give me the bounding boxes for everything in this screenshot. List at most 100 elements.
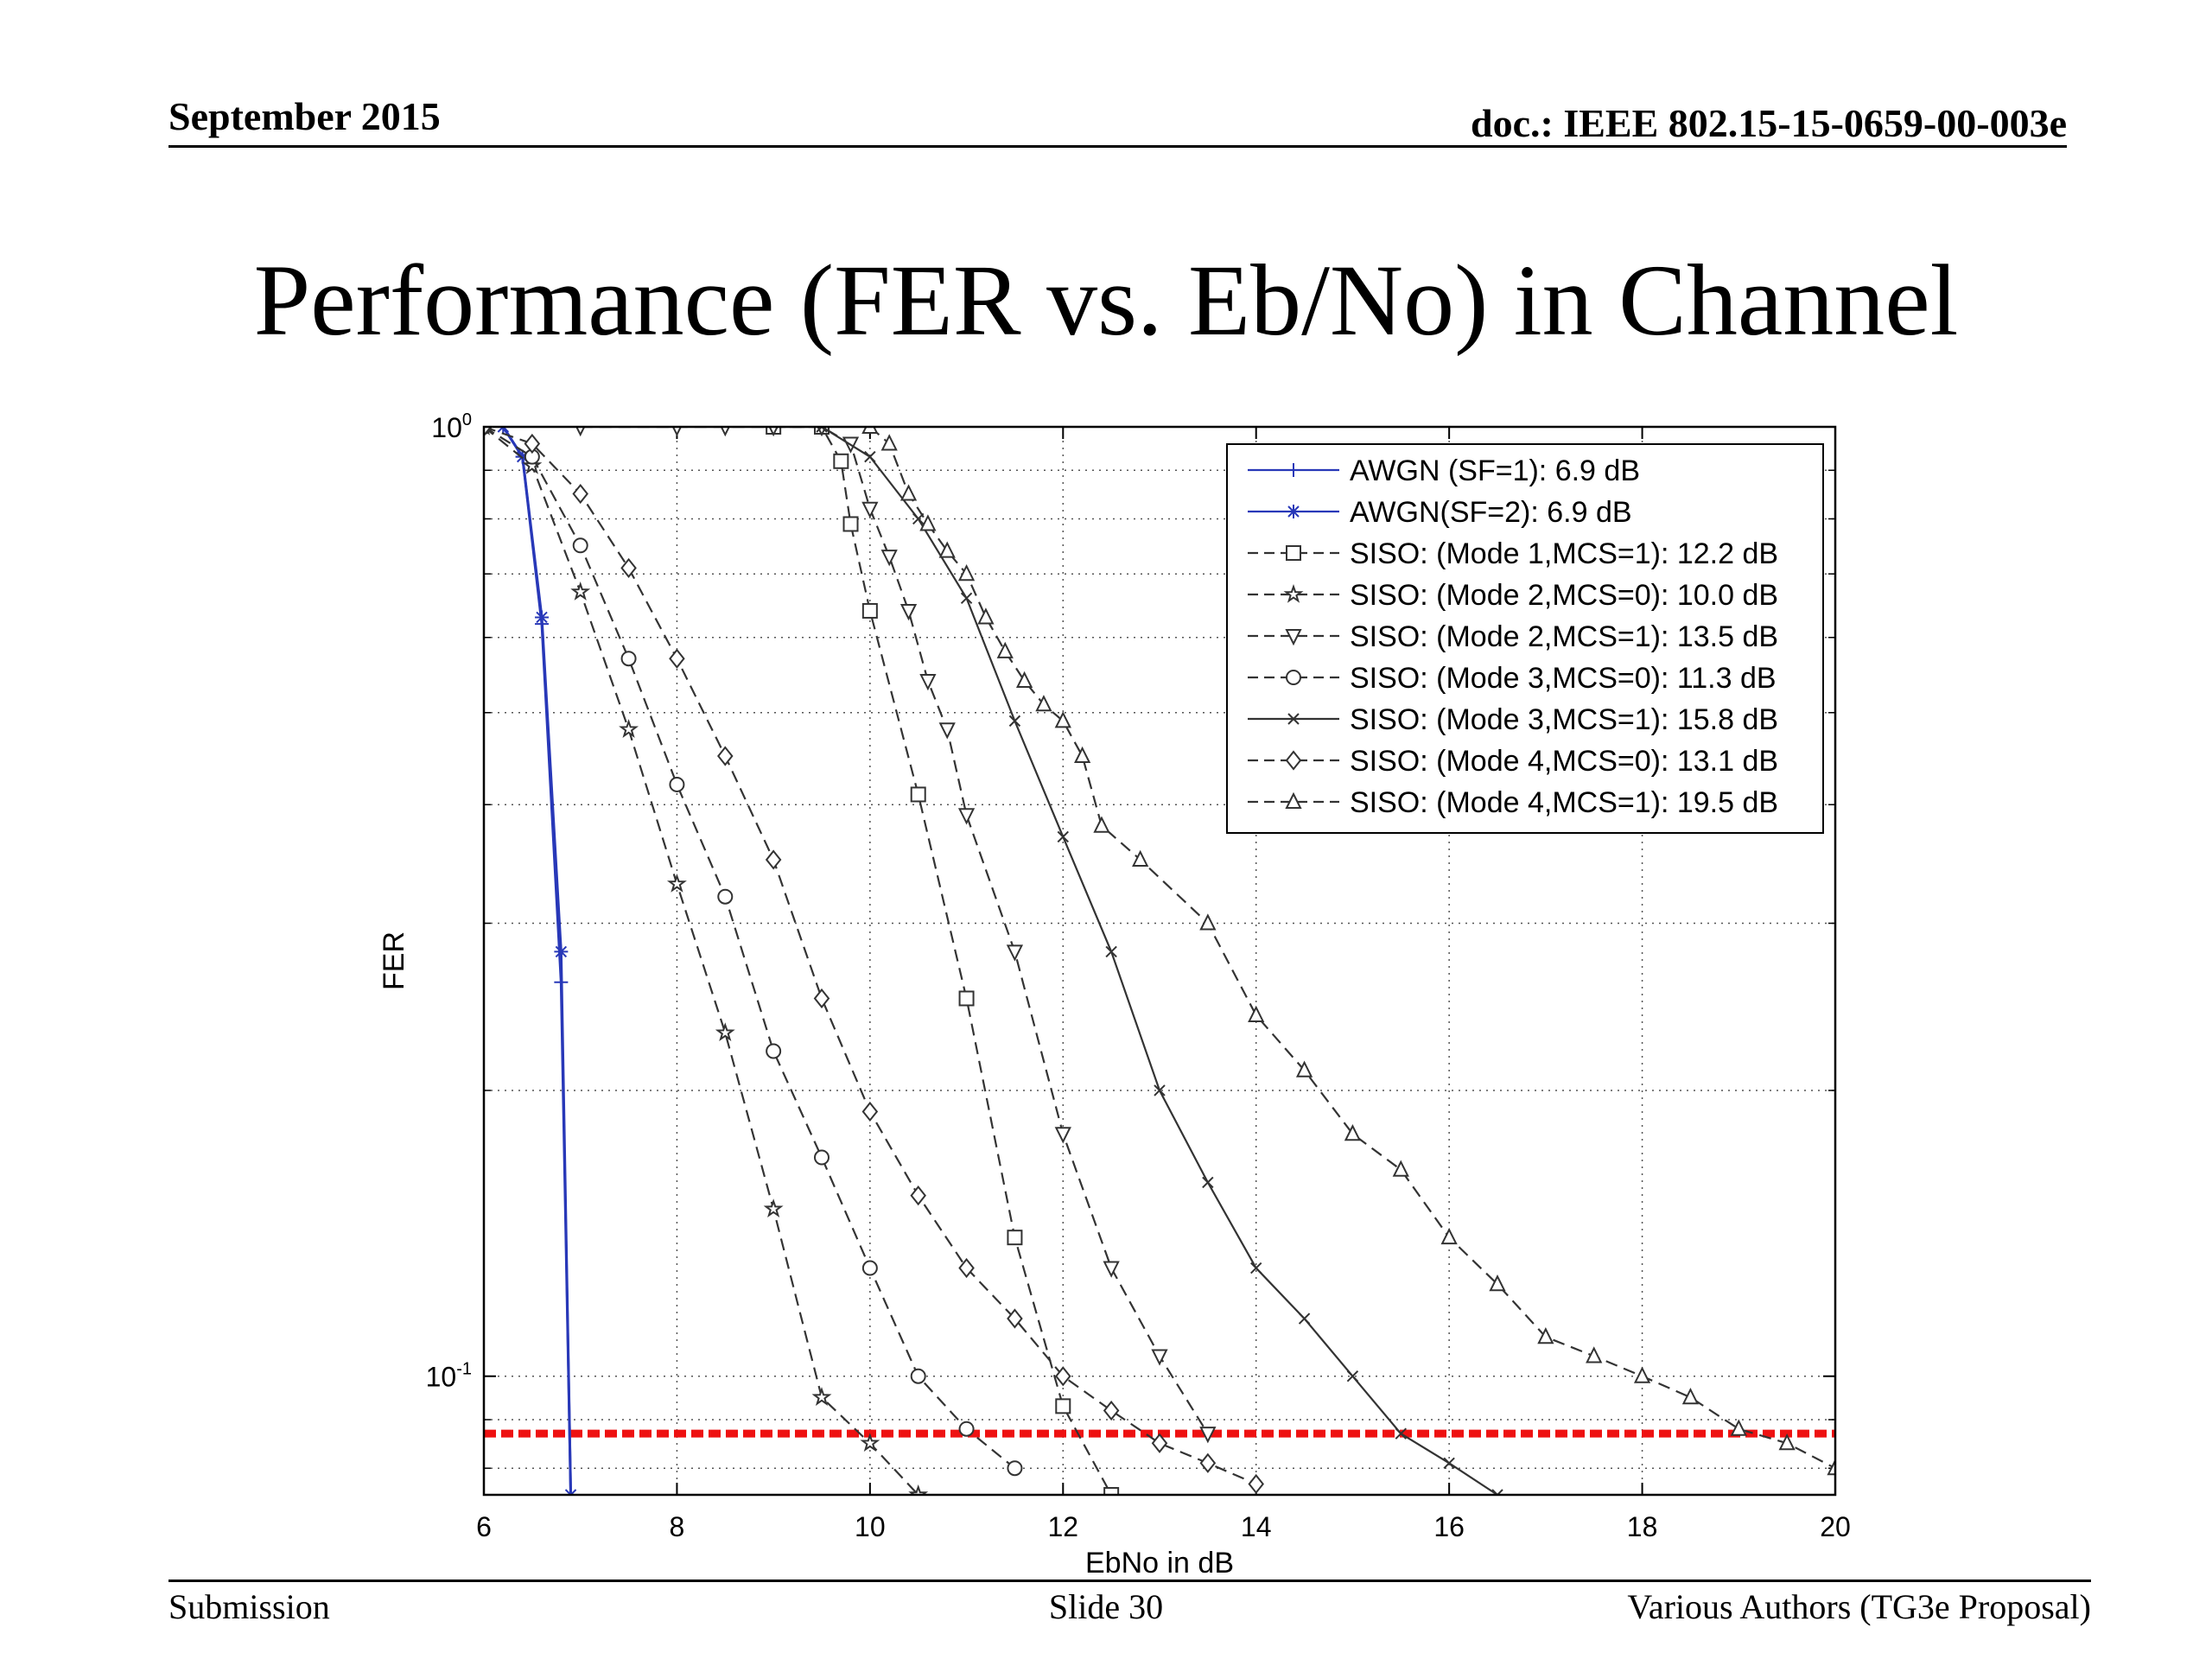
legend-marker: [1285, 750, 1302, 771]
x-tick-label: 10: [855, 1511, 886, 1542]
series-3-point: [833, 453, 849, 469]
series-2-point: [554, 944, 569, 959]
footer-rule: [168, 1580, 2091, 1582]
series-9-point: [1440, 1227, 1458, 1245]
x-tick-label: 16: [1433, 1511, 1465, 1542]
series-9-point: [1015, 671, 1033, 689]
series-5-point: [899, 603, 918, 621]
series-8-point: [717, 746, 734, 766]
series-8: [484, 427, 1264, 1495]
series-5-point: [957, 808, 976, 825]
series-7-point: [1008, 715, 1021, 728]
series-6-point: [669, 776, 685, 792]
series-5-point: [1054, 1127, 1071, 1144]
series-6-point: [861, 1260, 878, 1276]
series-3-point: [1007, 1230, 1023, 1246]
y-tick-label: 10-1: [426, 1360, 472, 1393]
series-5-point: [919, 674, 937, 691]
series-9-point: [1827, 1458, 1835, 1476]
series-9-point: [1054, 711, 1071, 728]
legend-label: AWGN (SF=1): 6.9 dB: [1350, 454, 1640, 487]
series-6-point: [1007, 1460, 1023, 1477]
series-8-point: [1248, 1473, 1264, 1495]
x-tick-label: 18: [1627, 1511, 1658, 1542]
series-9-point: [1093, 816, 1110, 833]
footer-authors: Various Authors (TG3e Proposal): [1627, 1587, 2091, 1626]
series-4-point: [908, 1484, 929, 1495]
header-rule: [168, 145, 2067, 148]
series-7-point: [816, 427, 828, 433]
series-8-point: [1055, 1366, 1071, 1387]
series-7: [816, 427, 1503, 1495]
legend-label: SISO: (Mode 2,MCS=0): 10.0 dB: [1350, 579, 1778, 612]
series-8-point: [958, 1257, 975, 1279]
series-7-point: [864, 450, 876, 463]
series-9-line: [869, 427, 1835, 1470]
series-8-point: [1103, 1400, 1120, 1421]
legend-marker: [1285, 629, 1302, 646]
legend-label: SISO: (Mode 2,MCS=1): 13.5 dB: [1350, 620, 1778, 653]
series-8-point: [669, 648, 685, 669]
x-tick-label: 8: [670, 1511, 685, 1542]
series-4-line: [484, 427, 919, 1495]
legend-marker: [1286, 670, 1301, 685]
series-6-line: [484, 427, 1016, 1470]
series-8-point: [1151, 1433, 1168, 1453]
series-4-point: [570, 582, 591, 601]
footer-left: Submission: [168, 1587, 330, 1626]
series-9-point: [996, 641, 1014, 658]
series-8-point: [572, 483, 588, 505]
series-9-point: [957, 563, 976, 582]
series-4-point: [666, 873, 687, 893]
series-7-point: [1443, 1457, 1455, 1469]
series-9-point: [1035, 695, 1052, 712]
x-tick-label: 12: [1047, 1511, 1078, 1542]
legend-label: AWGN(SF=2): 6.9 dB: [1350, 496, 1632, 529]
series-3-line: [773, 427, 1113, 1495]
series-7-point: [960, 592, 973, 604]
series-9-point: [1681, 1387, 1700, 1405]
series-4-point: [811, 1387, 832, 1406]
series-3-point: [842, 516, 859, 532]
series-6-point: [814, 1149, 830, 1166]
legend-label: SISO: (Mode 4,MCS=0): 13.1 dB: [1350, 745, 1778, 778]
plot-frame: [482, 425, 1837, 1497]
series-9-point: [938, 541, 956, 558]
series-9-point: [1633, 1366, 1651, 1383]
series-6-point: [620, 651, 637, 667]
series-7-point: [1250, 1262, 1262, 1274]
series-6: [484, 427, 1023, 1477]
legend-marker: [1286, 545, 1301, 561]
series-3-point: [910, 786, 926, 803]
header-doc-id: doc.: IEEE 802.15-15-0659-00-003e: [1471, 101, 2067, 145]
series-8-point: [765, 849, 782, 870]
legend-marker: [1287, 463, 1300, 477]
series-4-point: [522, 454, 543, 474]
series-3-point: [1103, 1487, 1120, 1495]
series-3-point: [958, 990, 975, 1007]
series-7-point: [1057, 830, 1069, 843]
series-7-point: [1395, 1427, 1407, 1440]
legend-label: SISO: (Mode 1,MCS=1): 12.2 dB: [1350, 537, 1778, 570]
x-tick-label: 20: [1820, 1511, 1851, 1542]
series-3-point: [1055, 1398, 1071, 1414]
series-9-point: [1074, 746, 1091, 764]
legend-marker: [1283, 583, 1304, 603]
series-9-point: [1295, 1060, 1313, 1077]
x-axis-label: EbNo in dB: [1085, 1547, 1234, 1580]
legend-label: SISO: (Mode 3,MCS=1): 15.8 dB: [1350, 703, 1778, 736]
legend-marker: [1287, 505, 1300, 518]
series-9-point: [1537, 1327, 1554, 1344]
series-7-point: [1491, 1489, 1503, 1495]
series-5-point: [938, 722, 956, 740]
series-9-point: [1248, 1005, 1265, 1022]
y-axis-label: FER: [378, 931, 410, 990]
series-5-point: [1103, 1261, 1120, 1278]
series-9-point: [1489, 1274, 1506, 1292]
series-9-point: [1199, 913, 1217, 931]
series-9-point: [1132, 849, 1149, 867]
slide-title: Performance (FER vs. Eb/No) in Channel: [253, 244, 1959, 357]
legend: AWGN (SF=1): 6.9 dB AWGN(SF=2): 6.9 dB SIS…: [1226, 443, 1824, 834]
x-tick-label: 14: [1241, 1511, 1272, 1542]
